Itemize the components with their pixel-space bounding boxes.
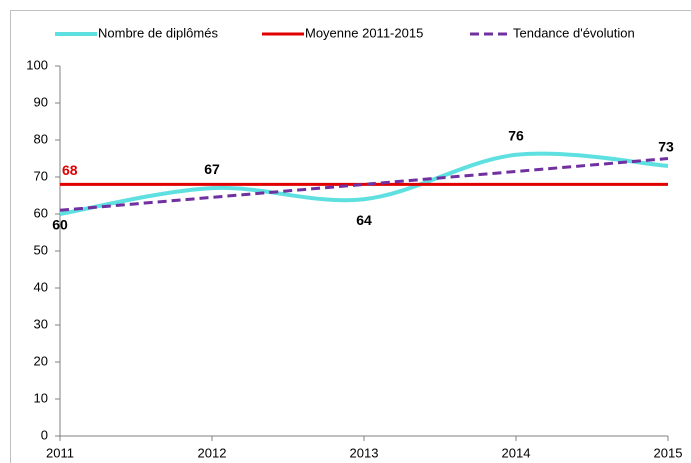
data-label: 67 bbox=[204, 161, 220, 177]
legend-label: Nombre de diplômés bbox=[98, 25, 218, 40]
y-tick-label: 20 bbox=[34, 353, 48, 368]
y-tick-label: 80 bbox=[34, 131, 48, 146]
legend-label: Moyenne 2011-2015 bbox=[305, 25, 423, 40]
data-label: 60 bbox=[52, 217, 68, 233]
data-label: 64 bbox=[356, 212, 372, 228]
series-line bbox=[59, 151, 669, 216]
y-tick-label: 10 bbox=[34, 390, 48, 405]
x-tick-label: 2014 bbox=[502, 445, 531, 460]
y-tick-label: 60 bbox=[34, 205, 48, 220]
x-tick-label: 2013 bbox=[350, 445, 379, 460]
data-label: 73 bbox=[658, 139, 674, 155]
x-tick-label: 2011 bbox=[46, 445, 74, 460]
y-tick-label: 30 bbox=[34, 316, 48, 331]
y-tick-label: 70 bbox=[34, 168, 48, 183]
legend-label: Tendance d'évolution bbox=[513, 25, 635, 40]
y-tick-label: 50 bbox=[34, 242, 48, 257]
y-tick-label: 90 bbox=[34, 94, 48, 109]
y-tick-label: 100 bbox=[26, 57, 48, 72]
series-line bbox=[59, 157, 669, 212]
data-label: 76 bbox=[508, 128, 524, 144]
y-tick-label: 40 bbox=[34, 279, 48, 294]
y-tick-label: 0 bbox=[41, 427, 48, 442]
x-tick-label: 2012 bbox=[198, 445, 227, 460]
x-tick-label: 2015 bbox=[654, 445, 683, 460]
data-label: 68 bbox=[62, 162, 78, 178]
